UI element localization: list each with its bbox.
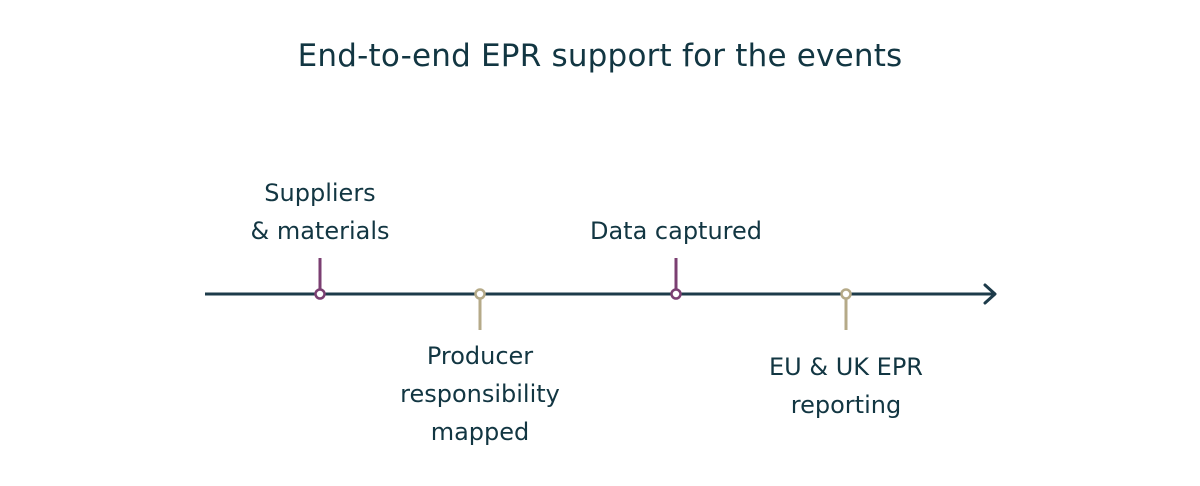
diagram-title: End-to-end EPR support for the events	[297, 38, 903, 74]
arrow-head-icon	[983, 283, 997, 305]
milestone-marker	[840, 288, 852, 300]
milestone-label: EU & UK EPR reporting	[769, 353, 923, 419]
milestone-marker	[474, 288, 486, 300]
milestone-label: Suppliers & materials	[250, 179, 390, 245]
milestone-label: Data captured	[589, 217, 763, 245]
milestone-marker	[314, 288, 326, 300]
milestone-marker	[670, 288, 682, 300]
milestone-label: Producer responsibility mapped	[400, 342, 560, 446]
